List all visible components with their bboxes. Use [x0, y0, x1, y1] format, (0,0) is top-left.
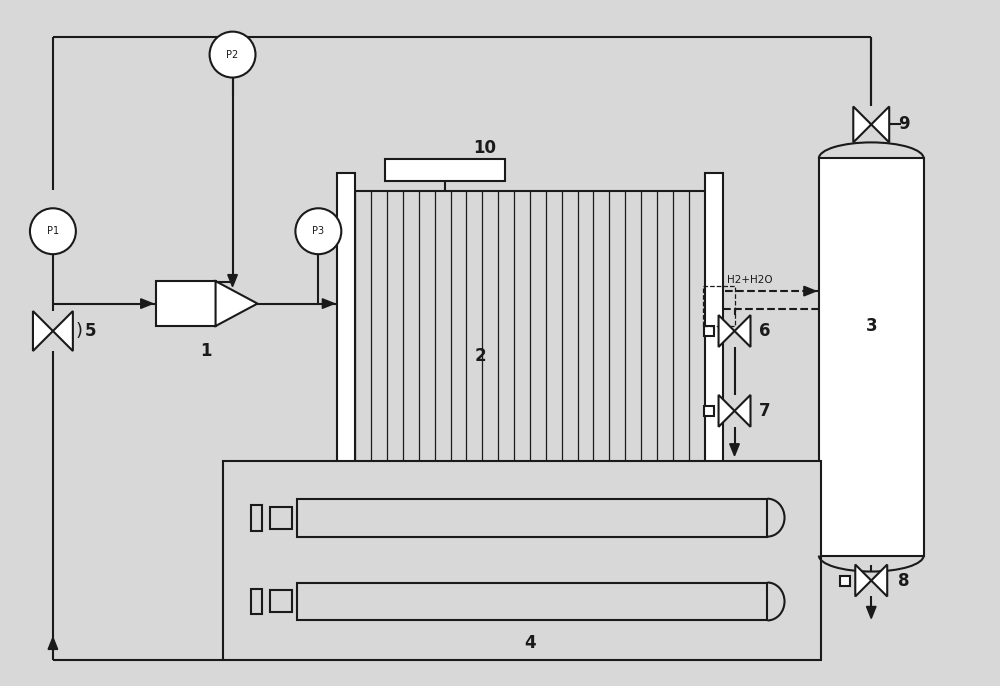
Polygon shape — [871, 565, 887, 597]
Polygon shape — [48, 637, 58, 650]
Bar — [337, 174, 355, 519]
Bar — [223, 461, 821, 661]
Polygon shape — [804, 286, 816, 296]
Circle shape — [30, 209, 76, 255]
Text: 10: 10 — [474, 139, 497, 157]
Circle shape — [210, 32, 255, 78]
Bar — [840, 576, 850, 586]
Polygon shape — [141, 299, 153, 309]
Text: 1: 1 — [200, 342, 211, 360]
Text: ): ) — [75, 322, 82, 340]
Bar — [703, 286, 735, 326]
Polygon shape — [53, 311, 73, 351]
Text: P2: P2 — [226, 49, 239, 60]
Bar — [156, 281, 216, 326]
Text: H2+H2O: H2+H2O — [727, 275, 772, 285]
Text: P3: P3 — [312, 226, 324, 236]
Bar — [251, 589, 262, 615]
Bar — [297, 499, 767, 536]
Polygon shape — [866, 606, 876, 619]
Text: 9: 9 — [898, 115, 910, 134]
Text: 5: 5 — [85, 322, 97, 340]
Polygon shape — [322, 299, 334, 309]
Polygon shape — [228, 274, 237, 287]
Bar — [819, 158, 924, 556]
Polygon shape — [730, 444, 739, 456]
Bar — [705, 174, 723, 519]
Bar — [704, 326, 714, 336]
Bar — [270, 591, 292, 613]
Polygon shape — [719, 315, 735, 347]
Polygon shape — [33, 311, 53, 351]
Polygon shape — [871, 106, 889, 143]
Circle shape — [295, 209, 341, 255]
Polygon shape — [735, 315, 750, 347]
Bar — [704, 406, 714, 416]
Polygon shape — [853, 106, 871, 143]
Text: P1: P1 — [47, 226, 59, 236]
Text: 7: 7 — [759, 402, 770, 420]
Polygon shape — [216, 281, 257, 326]
Bar — [270, 507, 292, 529]
Bar — [297, 582, 767, 620]
Text: 8: 8 — [898, 571, 910, 589]
Text: 2: 2 — [474, 347, 486, 365]
Bar — [251, 505, 262, 530]
Text: 4: 4 — [524, 635, 536, 652]
Bar — [385, 159, 505, 181]
Polygon shape — [719, 395, 735, 427]
Polygon shape — [855, 565, 871, 597]
Text: 3: 3 — [865, 317, 877, 335]
Text: 6: 6 — [759, 322, 770, 340]
Polygon shape — [735, 395, 750, 427]
